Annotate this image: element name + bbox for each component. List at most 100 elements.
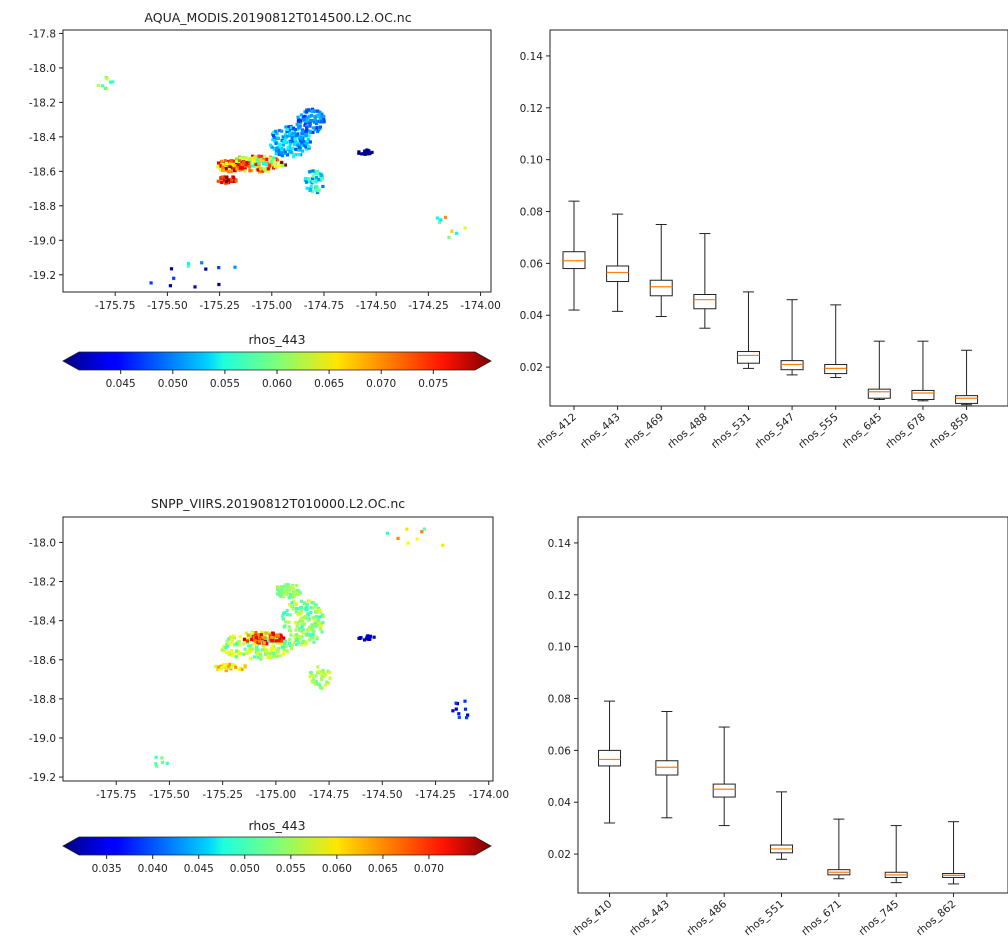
data-point	[316, 623, 320, 628]
data-point	[261, 636, 265, 640]
map-title: SNPP_VIIRS.20190812T010000.L2.OC.nc	[151, 496, 405, 511]
data-point	[304, 145, 308, 149]
data-point	[242, 156, 246, 160]
data-point	[313, 115, 317, 119]
data-point	[293, 128, 298, 132]
y-tick-label: -18.4	[29, 616, 56, 628]
data-point	[317, 669, 321, 674]
data-point	[254, 633, 258, 637]
colorbar-ticks: 0.035 0.040 0.045 0.050 0.055 0.060 0.065 0.070	[92, 855, 444, 875]
data-point	[224, 181, 228, 185]
x-tick-label: rhos_412	[534, 411, 578, 451]
data-point	[367, 152, 371, 156]
data-point	[306, 118, 310, 122]
data-point	[422, 527, 426, 531]
data-point	[314, 122, 319, 126]
data-point	[285, 129, 289, 133]
data-point	[276, 639, 281, 643]
data-point	[311, 174, 315, 178]
data-point	[232, 652, 236, 656]
y-tick-label: 0.04	[520, 310, 544, 322]
data-point	[288, 132, 292, 136]
data-point	[276, 136, 280, 140]
data-point	[273, 139, 277, 143]
data-point	[302, 615, 306, 619]
data-point	[312, 618, 316, 623]
data-point	[296, 119, 300, 123]
data-point	[280, 154, 284, 158]
data-point	[325, 680, 329, 684]
data-point	[227, 650, 232, 654]
data-point	[249, 160, 253, 164]
data-point	[314, 610, 318, 614]
data-point	[286, 146, 290, 150]
data-point	[283, 163, 287, 167]
data-point	[267, 169, 271, 173]
data-point	[237, 643, 241, 647]
colorbar-tick-label: 0.070	[366, 378, 396, 390]
x-tick-label: -174.75	[309, 789, 350, 801]
box-rhos_551	[770, 791, 794, 860]
data-point	[254, 636, 258, 640]
data-point	[307, 108, 311, 112]
data-point	[284, 125, 288, 129]
data-point	[295, 583, 299, 587]
map-panel-aqua: AQUA_MODIS.20190812T014500.L2.OC.nc -17.…	[29, 10, 501, 390]
data-point	[276, 585, 280, 590]
box-body	[911, 389, 935, 401]
data-point	[315, 126, 319, 130]
data-point	[366, 634, 370, 638]
box-body	[655, 760, 679, 776]
data-point	[303, 117, 307, 121]
x-tick-label: rhos_443	[578, 411, 622, 451]
data-point	[230, 179, 234, 184]
data-point	[328, 676, 332, 680]
data-point	[257, 161, 261, 165]
data-point	[186, 264, 190, 268]
data-point	[249, 644, 253, 648]
data-point	[313, 128, 317, 132]
x-tick-label: -175.50	[147, 300, 188, 312]
data-point	[297, 153, 301, 157]
data-point	[274, 129, 278, 133]
data-point	[272, 654, 276, 658]
box-plot-boxes	[598, 700, 966, 885]
data-point	[256, 632, 260, 637]
data-point	[300, 140, 304, 144]
data-point	[406, 541, 410, 545]
data-point	[305, 632, 309, 636]
data-point	[313, 171, 317, 175]
data-point	[319, 622, 323, 626]
data-point	[317, 607, 321, 611]
data-point	[242, 637, 247, 641]
data-point	[231, 663, 235, 667]
data-point	[233, 168, 237, 173]
data-point	[251, 638, 255, 642]
data-point	[268, 163, 272, 167]
data-point	[270, 638, 275, 643]
data-point	[368, 637, 372, 641]
data-point	[250, 168, 254, 173]
data-point	[315, 171, 320, 175]
box-frame	[549, 29, 1008, 407]
x-tick-label: rhos_859	[927, 411, 971, 451]
data-point	[312, 640, 316, 644]
data-point	[319, 173, 323, 177]
data-point	[222, 649, 226, 653]
data-point	[292, 640, 296, 644]
data-point	[311, 169, 315, 173]
data-point	[307, 599, 312, 603]
data-point	[297, 145, 301, 149]
data-point	[303, 129, 307, 133]
data-point	[227, 665, 231, 669]
data-point	[266, 167, 270, 171]
data-point	[310, 680, 314, 684]
y-tick-label: -18.8	[29, 201, 56, 213]
data-point	[254, 650, 258, 654]
box-x-ticks: rhos_412 rhos_443 rhos_469 rhos_488 rhos_531…	[534, 406, 971, 451]
box-rhos_555	[824, 304, 848, 378]
colorbar-tick-label: 0.075	[418, 378, 448, 390]
data-point	[279, 641, 283, 646]
data-point	[282, 590, 286, 594]
